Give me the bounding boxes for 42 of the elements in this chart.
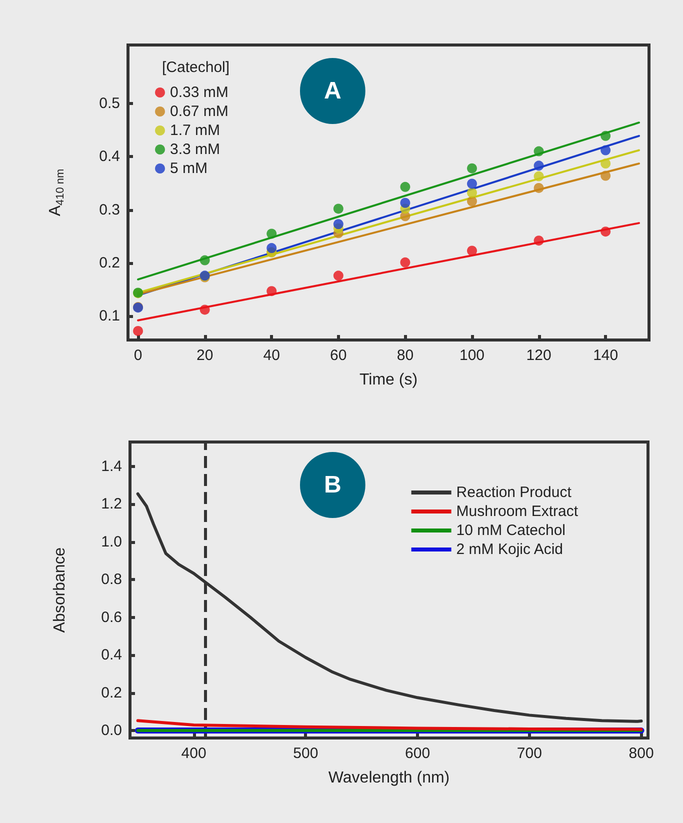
x-tick-label: 60 [330,347,347,364]
x-tick-label: 500 [293,745,318,762]
x-tick-label: 100 [459,347,485,364]
y-axis-title: A410 nm [47,168,66,216]
legend-label: 3.3 mM [170,141,220,158]
legend-label: 0.67 mM [170,103,228,120]
y-tick-label: 0.6 [101,608,122,626]
legend-label: 2 mM Kojic Acid [456,541,564,558]
y-tick-label: 1.4 [101,458,122,476]
y-tick-label: 0.4 [101,646,122,664]
legend-title: [Catechol] [162,59,230,76]
y-tick-label: 0.0 [101,722,122,739]
x-axis-title: Time (s) [359,372,418,388]
legend-label: Mushroom Extract [456,503,579,520]
x-tick-label: 80 [396,347,414,364]
x-tick-label: 400 [181,745,206,762]
text: A [324,78,342,104]
legend-label: 0.33 mM [170,84,228,101]
x-tick-label: 120 [526,347,552,364]
x-tick-label: 600 [405,745,430,762]
x-tick-label: 0 [134,347,142,364]
x-tick-label: 40 [263,347,280,364]
text: B [324,472,342,498]
y-tick-label: 0.4 [99,148,120,166]
y-tick-label: 0.3 [99,201,120,218]
y-tick-label: 0.2 [99,254,120,272]
y-tick-label: 0.5 [99,94,120,112]
y-tick-label: 0.2 [101,684,122,702]
y-tick-label: 1.2 [101,496,122,513]
x-tick-label: 20 [196,347,214,364]
y-tick-label: 0.1 [99,308,120,325]
x-axis-title: Wavelength (nm) [328,770,450,786]
legend-label: 5 mM [170,160,208,177]
x-tick-label: 800 [628,745,654,762]
y-axis-title: Absorbance [52,547,68,633]
legend-label: Reaction Product [456,484,572,501]
y-tick-label: 0.8 [101,571,122,588]
legend-label: 1.7 mM [170,122,220,139]
legend-label: 10 mM Catechol [456,522,566,539]
y-tick-label: 1.0 [101,533,122,550]
x-tick-label: 140 [593,347,618,364]
x-tick-label: 700 [516,745,542,762]
